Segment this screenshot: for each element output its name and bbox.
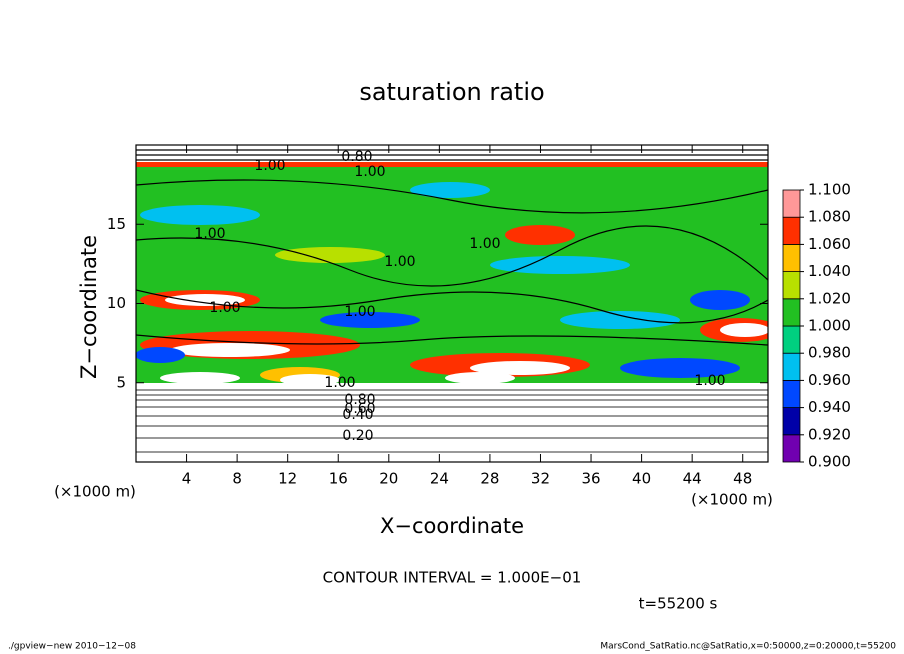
contour-label: 1.00	[344, 304, 375, 320]
colorbar-tick-label: 0.920	[808, 425, 851, 443]
contour-label: 1.00	[324, 375, 355, 391]
colorbar-band	[782, 434, 801, 463]
contour-label: 1.00	[354, 164, 385, 180]
colorbar-tick-label: 0.960	[808, 371, 851, 389]
x-tick-label: 44	[683, 470, 702, 488]
x-tick-label: 28	[480, 470, 499, 488]
colorbar-band	[782, 271, 801, 300]
x-tick-label: 40	[632, 470, 651, 488]
footer-right: MarsCond_SatRatio.nc@SatRatio,x=0:50000,…	[600, 642, 896, 652]
x-unit-label: (×1000 m)	[691, 491, 773, 509]
x-tick-label: 12	[278, 470, 297, 488]
colorbar-tick-label: 1.100	[808, 181, 851, 199]
colorbar-band	[782, 407, 801, 436]
contour-label: 1.00	[384, 254, 415, 270]
colorbar-band	[782, 325, 801, 354]
x-tick-label: 36	[581, 470, 600, 488]
y-unit-label: (×1000 m)	[54, 483, 136, 501]
contour-label: 1.00	[694, 373, 725, 389]
y-tick-label: 5	[116, 373, 126, 391]
contour-label: 1.00	[469, 236, 500, 252]
field	[136, 145, 768, 462]
colorbar-tick-label: 1.080	[808, 208, 851, 226]
contour-label: 0.80	[344, 392, 375, 408]
colorbar-tick-label: 0.940	[808, 398, 851, 416]
colorbar-tick-label: 1.000	[808, 317, 851, 335]
contour-label: 0.60	[344, 401, 375, 417]
colorbar-band	[782, 189, 801, 218]
y-tick-label: 15	[107, 215, 126, 233]
contour-label: 1.00	[254, 158, 285, 174]
colorbar-band	[782, 298, 801, 327]
x-tick-label: 20	[379, 470, 398, 488]
contour-label: 1.00	[194, 226, 225, 242]
x-axis-label: X−coordinate	[380, 514, 524, 538]
colorbar-tick-label: 0.980	[808, 344, 851, 362]
colorbar-tick-label: 1.060	[808, 235, 851, 253]
colorbar-tick-label: 1.020	[808, 289, 851, 307]
colorbar-band	[782, 216, 801, 245]
chart-title: saturation ratio	[359, 78, 544, 106]
colorbar-band	[782, 352, 801, 381]
colorbar-band	[782, 243, 801, 272]
y-tick-label: 10	[107, 294, 126, 312]
colorbar-tick-label: 1.040	[808, 262, 851, 280]
colorbar-band	[782, 379, 801, 408]
time-label: t=55200 s	[639, 595, 718, 613]
contour-label: 0.20	[342, 428, 373, 444]
y-axis-label: Z−coordinate	[77, 235, 101, 379]
x-tick-label: 32	[531, 470, 550, 488]
x-tick-label: 4	[182, 470, 192, 488]
x-tick-label: 24	[430, 470, 449, 488]
contour-label: 0.80	[341, 149, 372, 165]
contour-label: 1.00	[209, 300, 240, 316]
x-tick-label: 48	[733, 470, 752, 488]
contour-label: 0.40	[342, 407, 373, 423]
colorbar-tick-label: 0.900	[808, 453, 851, 471]
x-tick-label: 8	[232, 470, 242, 488]
footer-left: ./gpview−new 2010−12−08	[8, 642, 136, 652]
contour-interval: CONTOUR INTERVAL = 1.000E−01	[323, 569, 582, 587]
x-tick-label: 16	[329, 470, 348, 488]
